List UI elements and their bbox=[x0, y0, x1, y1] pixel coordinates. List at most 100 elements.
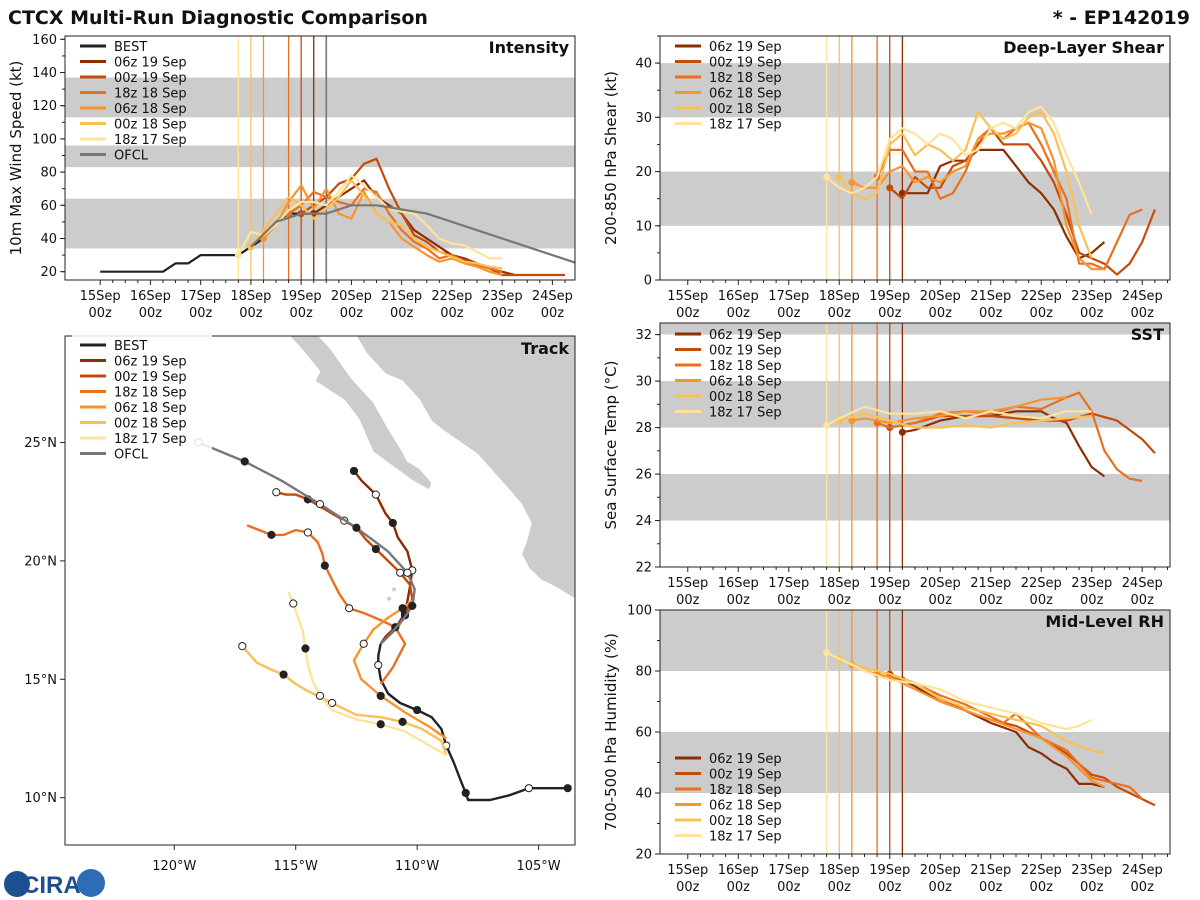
track-legend-18z-18-sep: 18z 18 Sep bbox=[114, 386, 187, 401]
rh-xtick-hour: 00z bbox=[929, 880, 953, 895]
rh-series-00z-18-sep bbox=[838, 657, 1105, 755]
shear-panel: 0 10 20 30 40 15Sep 00z 16Sep 00z 17Sep 00z 18Sep 00… bbox=[602, 35, 1171, 321]
sst-xtick-hour: 00z bbox=[828, 593, 852, 608]
rh-ytick-label: 60 bbox=[635, 726, 652, 741]
intensity-ytick-label: 100 bbox=[32, 132, 57, 147]
island-1 bbox=[387, 596, 392, 601]
rh-xtick-hour: 00z bbox=[878, 880, 902, 895]
sst-band-1 bbox=[660, 381, 1170, 428]
rh-xtick-hour: 00z bbox=[676, 880, 700, 895]
rh-band-1 bbox=[660, 610, 1170, 671]
track-point-ofcl bbox=[315, 499, 325, 509]
sst-init-point-06z-19-sep bbox=[898, 428, 906, 436]
intensity-series-00z-19-sep bbox=[300, 157, 565, 277]
sst-ytick-label: 26 bbox=[635, 468, 652, 483]
rh-xtick-hour: 00z bbox=[1131, 880, 1155, 895]
shear-ytick-label: 40 bbox=[635, 57, 652, 72]
sst-xtick-day: 17Sep bbox=[768, 576, 809, 591]
track-best bbox=[377, 643, 568, 802]
shear-xtick-hour: 00z bbox=[727, 306, 751, 321]
logo-globe-icon bbox=[4, 871, 30, 897]
track-legend-00z-18-sep: 00z 18 Sep bbox=[114, 417, 187, 432]
track-point-00z-19-sep bbox=[272, 488, 281, 497]
sst-xtick-hour: 00z bbox=[1131, 593, 1155, 608]
shear-init-point-18z-17-sep bbox=[823, 173, 831, 181]
rh-legend-06z-19-sep: 06z 19 Sep bbox=[709, 752, 782, 767]
intensity-legend-18z-18-sep: 18z 18 Sep bbox=[114, 87, 187, 102]
shear-xtick-day: 20Sep bbox=[920, 289, 961, 304]
track-point-18z-18-sep bbox=[303, 528, 312, 537]
intensity-xtick-hour: 00z bbox=[139, 306, 163, 321]
sst-xtick-hour: 00z bbox=[727, 593, 751, 608]
intensity-xtick-day: 23Sep bbox=[482, 289, 523, 304]
track-title: Track bbox=[521, 339, 569, 358]
intensity-xtick-hour: 00z bbox=[340, 306, 364, 321]
sst-ytick-label: 22 bbox=[635, 561, 652, 576]
track-point-06z-18-sep bbox=[359, 639, 368, 648]
track-ytick-label: 25°N bbox=[24, 436, 57, 451]
shear-xtick-hour: 00z bbox=[676, 306, 700, 321]
sst-ytick-label: 32 bbox=[635, 328, 652, 343]
sst-band-2 bbox=[660, 323, 1170, 335]
shear-band-0 bbox=[660, 171, 1170, 226]
shear-xtick-day: 15Sep bbox=[667, 289, 708, 304]
track-18z-18-sep bbox=[246, 524, 407, 685]
intensity-legend-06z-19-sep: 06z 19 Sep bbox=[114, 56, 187, 71]
track-panel: 120°W 115°W 110°W 105°W 10°N 15°N 20°N 25°N Trac… bbox=[24, 335, 576, 874]
rh-xtick-day: 19Sep bbox=[869, 863, 910, 878]
track-point-18z-18-sep bbox=[345, 604, 354, 613]
rh-series-06z-18-sep bbox=[851, 663, 1105, 788]
intensity-xtick-hour: 00z bbox=[289, 306, 313, 321]
shear-xtick-hour: 00z bbox=[979, 306, 1003, 321]
intensity-xtick-day: 16Sep bbox=[130, 289, 171, 304]
shear-legend-00z-19-sep: 00z 19 Sep bbox=[709, 56, 782, 71]
shear-init-point-00z-18-sep bbox=[835, 173, 843, 181]
sst-xtick-day: 15Sep bbox=[667, 576, 708, 591]
rh-ytick-label: 80 bbox=[635, 665, 652, 680]
sst-legend-00z-18-sep: 00z 18 Sep bbox=[709, 390, 782, 405]
sst-xtick-day: 19Sep bbox=[869, 576, 910, 591]
shear-legend-00z-18-sep: 00z 18 Sep bbox=[709, 102, 782, 117]
track-18z-17-sep bbox=[287, 591, 447, 757]
sst-series-06z-18-sep bbox=[851, 396, 1067, 424]
shear-init-point-06z-18-sep bbox=[848, 178, 856, 186]
track-point-06z-19-sep bbox=[388, 518, 397, 528]
track-ofcl bbox=[198, 441, 416, 645]
track-xtick-label: 110°W bbox=[395, 859, 439, 874]
rh-init-point-18z-17-sep bbox=[823, 649, 831, 657]
shear-xtick-hour: 00z bbox=[1131, 306, 1155, 321]
intensity-band-2 bbox=[65, 77, 575, 118]
shear-band-1 bbox=[660, 63, 1170, 118]
rh-panel: 20 40 60 80 100 15Sep 00z 16Sep 00z 17Sep 00z 18Sep… bbox=[602, 604, 1171, 895]
shear-legend-06z-19-sep: 06z 19 Sep bbox=[709, 40, 782, 55]
sst-xtick-hour: 00z bbox=[979, 593, 1003, 608]
intensity-xtick-day: 15Sep bbox=[80, 289, 121, 304]
shear-title: Deep-Layer Shear bbox=[1003, 38, 1164, 57]
sst-title: SST bbox=[1131, 325, 1164, 344]
rh-xtick-day: 18Sep bbox=[819, 863, 860, 878]
rh-xtick-hour: 00z bbox=[727, 880, 751, 895]
rh-legend-00z-19-sep: 00z 19 Sep bbox=[709, 768, 782, 783]
rh-xtick-day: 23Sep bbox=[1071, 863, 1112, 878]
track-point-best bbox=[524, 784, 533, 793]
rh-series-group bbox=[823, 649, 1156, 807]
storm-id: * - EP142019 bbox=[1053, 7, 1190, 29]
intensity-band-0 bbox=[65, 198, 575, 249]
track-legend-00z-19-sep: 00z 19 Sep bbox=[114, 370, 187, 385]
track-point-00z-19-sep bbox=[371, 544, 380, 554]
track-point-00z-18-sep bbox=[238, 642, 247, 651]
rh-legend-00z-18-sep: 00z 18 Sep bbox=[709, 814, 782, 829]
rh-xtick-day: 21Sep bbox=[970, 863, 1011, 878]
intensity-xtick-day: 18Sep bbox=[230, 289, 271, 304]
rh-ytick-label: 40 bbox=[635, 787, 652, 802]
rh-xtick-hour: 00z bbox=[1080, 880, 1104, 895]
sst-init-point-18z-17-sep bbox=[823, 421, 831, 429]
intensity-series-group bbox=[100, 157, 575, 277]
rh-xtick-day: 17Sep bbox=[768, 863, 809, 878]
track-point-18z-17-sep bbox=[315, 691, 325, 700]
track-point-best bbox=[374, 660, 383, 670]
track-point-ofcl bbox=[403, 568, 412, 577]
track-legend-best: BEST bbox=[114, 339, 147, 354]
sst-legend-18z-18-sep: 18z 18 Sep bbox=[709, 359, 782, 374]
sst-xtick-day: 16Sep bbox=[718, 576, 759, 591]
